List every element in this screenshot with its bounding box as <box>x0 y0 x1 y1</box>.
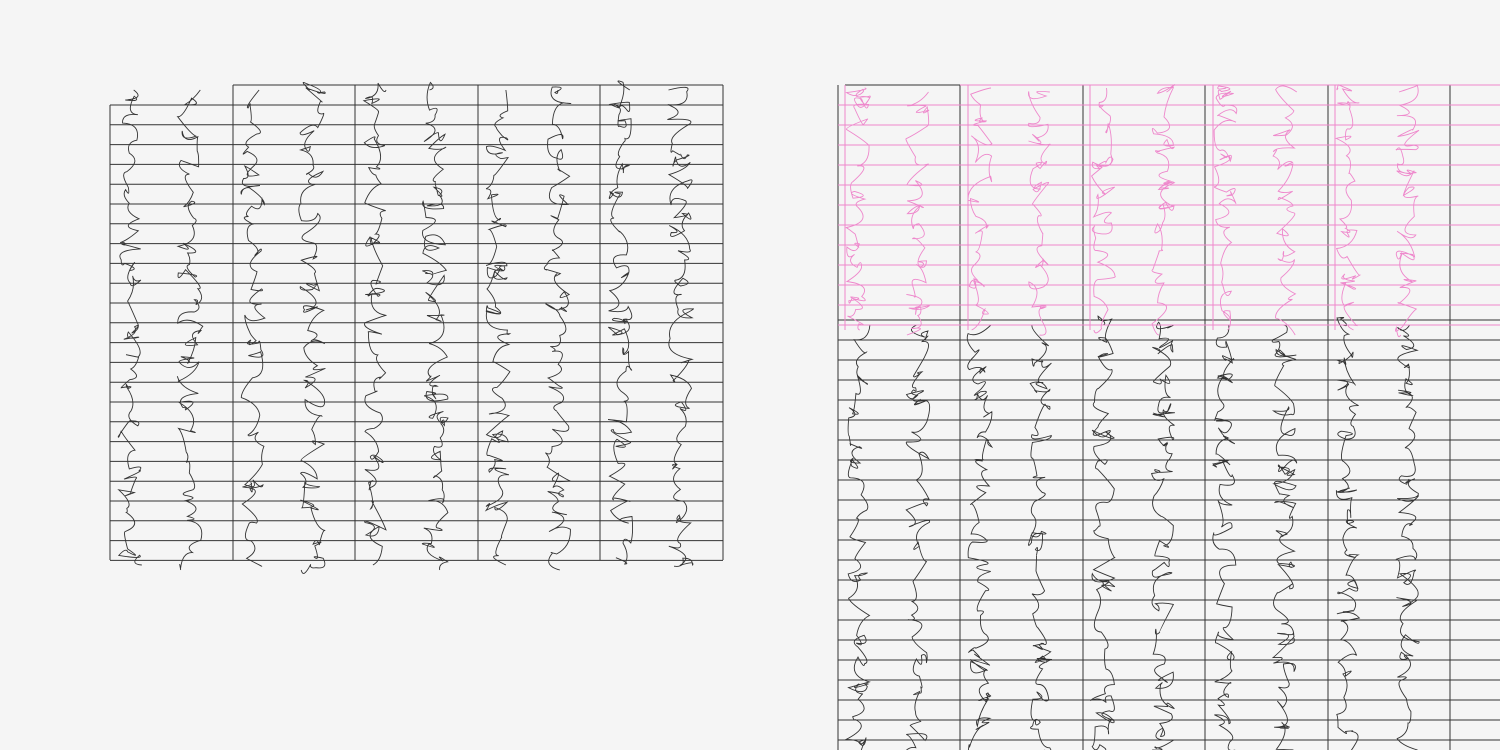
scribble <box>1394 84 1420 338</box>
scribble <box>966 324 994 750</box>
scribble <box>905 324 931 750</box>
scribble <box>967 87 993 331</box>
scribble <box>1334 84 1362 331</box>
scribble <box>298 81 326 574</box>
scribble <box>176 89 204 571</box>
scribble <box>240 89 266 567</box>
scribble <box>845 87 871 331</box>
scribble <box>1335 316 1361 750</box>
scribble <box>1027 90 1051 336</box>
scribble <box>1212 324 1237 750</box>
scribble <box>1395 324 1420 750</box>
scribble <box>543 86 572 571</box>
scribble <box>905 91 930 336</box>
scribble <box>1091 87 1116 334</box>
scribble <box>1028 324 1053 750</box>
scribble <box>667 86 694 567</box>
scribble <box>362 82 387 566</box>
scribble <box>1090 315 1116 750</box>
scribble <box>1271 324 1298 750</box>
scribble <box>1213 85 1238 331</box>
scribble <box>421 81 449 571</box>
scribble <box>1151 321 1175 750</box>
scribble <box>844 324 871 750</box>
scribble <box>1272 85 1298 336</box>
scribble <box>608 80 634 565</box>
scribble <box>117 89 142 566</box>
scribble <box>1151 84 1176 336</box>
scribble <box>484 89 512 566</box>
